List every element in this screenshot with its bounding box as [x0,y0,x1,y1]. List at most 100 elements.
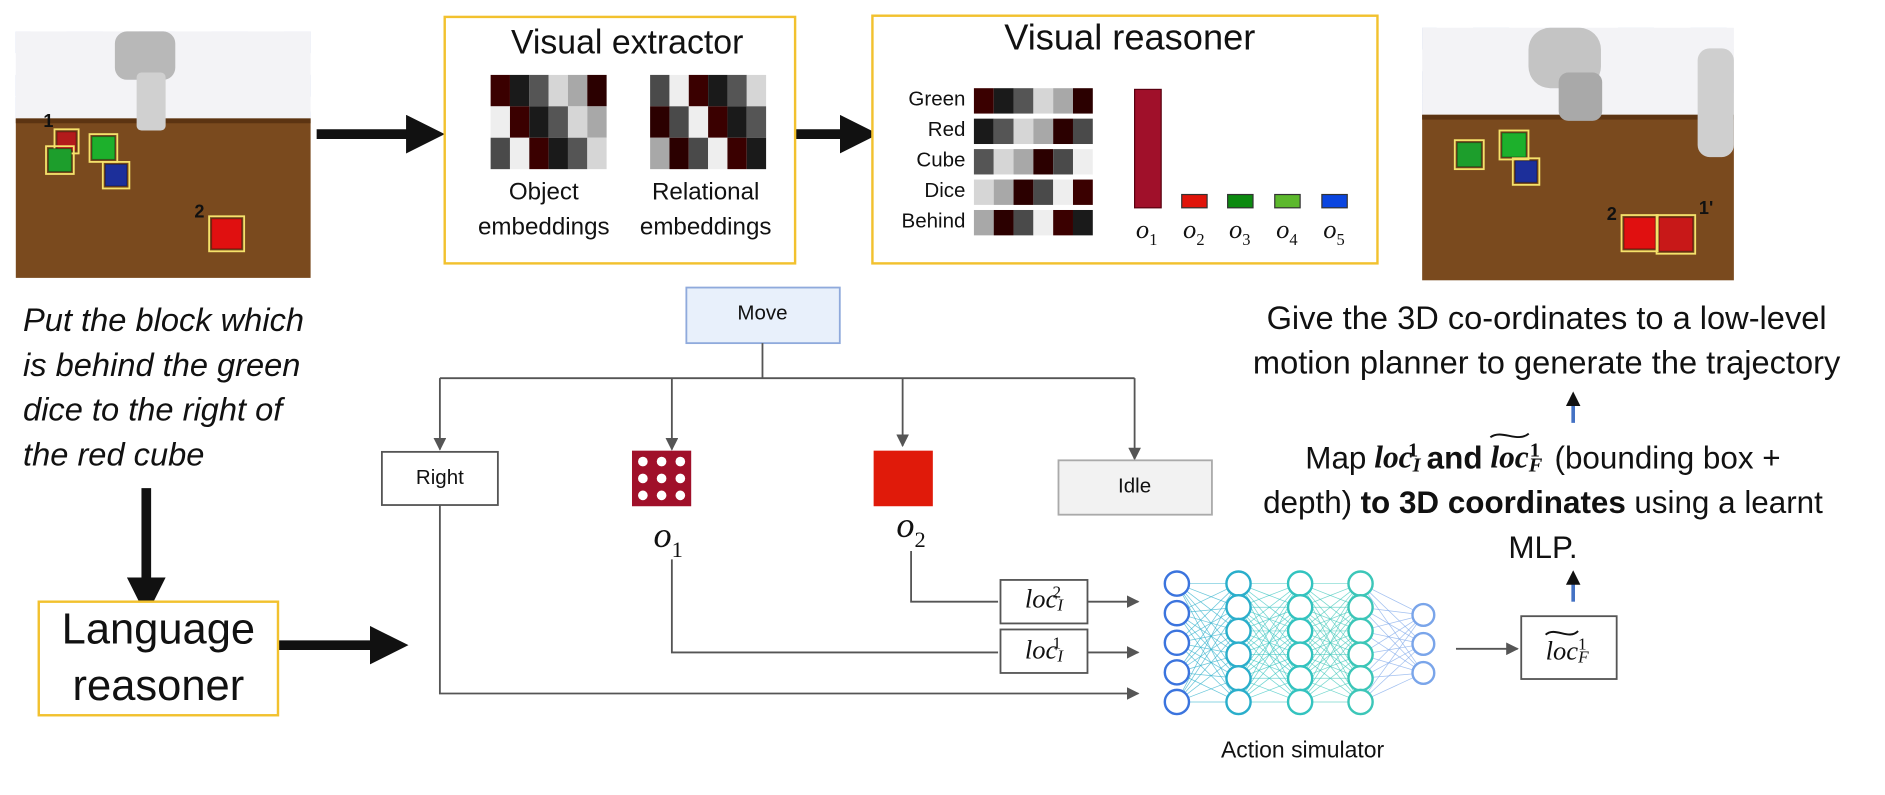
embedding-label: Relational [652,179,759,206]
text-run: (bounding box + [1555,441,1781,476]
network-node [1286,641,1314,668]
embedding-cell [490,137,510,170]
mapping-text: depth) to 3D coordinates using a learnt [1263,485,1823,520]
loc-label: locF1 [1546,635,1589,667]
embedding-cell [1013,88,1034,114]
network-node [1163,688,1191,716]
network-node [1163,629,1191,657]
visual-reasoner-box [871,14,1379,265]
bbox [1453,139,1485,171]
embedding-cell [746,106,767,138]
embedding-cell [567,74,588,107]
connector [1176,642,1239,703]
loc-superscript: 2 [1052,583,1061,602]
network-node [1347,617,1374,645]
box-title: Visual reasoner [1004,16,1255,57]
floor-tile [328,53,371,75]
floor-tile [357,31,400,53]
block [210,218,243,250]
table [1422,114,1734,281]
embedding-cell [1053,149,1073,175]
concept-label: Green [908,88,965,111]
embedding-cell [993,209,1014,236]
attention-bar [1181,193,1208,209]
block [1623,216,1656,250]
loc-base: loc [1025,584,1058,614]
dice-dot [675,490,686,501]
block [1501,132,1527,158]
connector [1360,583,1424,645]
embedding-cell [688,74,709,107]
network-node [1286,617,1314,645]
block [1456,141,1482,168]
embedding-cell [993,149,1014,175]
program-node-label: Right [416,466,464,489]
subscript: 2 [1196,230,1204,249]
box-title: reasoner [73,662,245,710]
embedding-cell [1053,179,1073,205]
object-cube [873,450,933,507]
network-node [1411,631,1436,657]
tilde [1489,432,1530,439]
embedding-cell [1013,209,1034,236]
connector [1176,612,1239,679]
dice-dot [656,473,667,484]
loc-subscript: F [1577,648,1589,667]
loc-label: locI2 [1025,583,1064,615]
object-label: o3 [1229,214,1251,249]
loc-superscript: 1 [1578,635,1587,654]
embedding-cell [650,74,670,107]
subscript: 3 [1242,230,1250,249]
robot-gripper [114,31,176,80]
symbol: o [654,515,672,555]
instruction-text: dice to the right of [23,391,285,428]
connector [1360,614,1424,679]
mapping-text: MLP. [1508,530,1577,565]
tilde [1544,630,1579,636]
floor-tile [1748,93,1791,115]
network-node [1347,570,1374,597]
subscript: 2 [915,527,926,552]
program-node-label: Move [737,302,787,325]
embedding-cell [548,137,568,170]
bbox [1498,129,1530,161]
symbol: o [1183,214,1196,244]
block [1514,160,1538,184]
attention-bar [1134,88,1162,209]
floor-tile [0,53,9,75]
loc-base: loc [1025,635,1058,665]
object-label: o2 [1183,214,1205,249]
network-node [1225,593,1252,621]
embedding-cell [727,74,747,107]
network-node [1163,570,1191,597]
planner-text: Give the 3D co-ordinates to a low-level [1267,299,1827,336]
connector [1360,606,1424,674]
floor-tile [342,97,385,119]
scene-label: 2 [194,201,204,221]
floor-tile [1763,28,1806,50]
connector [1238,583,1301,655]
floor-tile [1850,71,1885,93]
bbox [208,215,246,253]
loc-superscript: 1 [1408,439,1418,461]
symbol: o [1229,214,1242,244]
embedding-cell [708,74,728,107]
connector [1176,606,1239,673]
embedding-cell [1072,209,1093,236]
embedding-label: embeddings [640,214,772,241]
embedding-cell [973,88,994,114]
box-title: Visual extractor [511,24,743,62]
planner-text: motion planner to generate the trajector… [1253,343,1841,380]
embedding-cell [1033,209,1054,236]
embedding-cell [1013,118,1034,145]
network-node [1347,688,1374,716]
floor-tile [1835,28,1878,50]
loc-label: locI1 [1025,634,1064,666]
embedding-cell [669,74,689,107]
embedding-cell [529,106,549,138]
embedding-cell [1033,118,1054,145]
network-node [1411,602,1436,628]
instruction-text: the red cube [23,435,204,472]
dice-dot [638,473,648,484]
